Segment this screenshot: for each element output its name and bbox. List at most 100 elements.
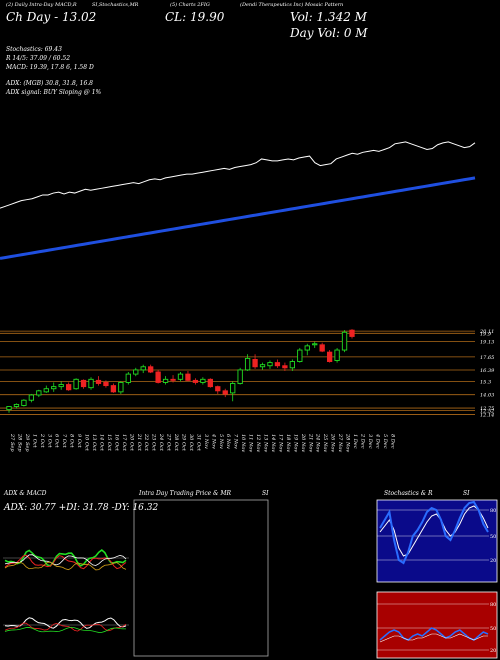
date-tick-label: 17 Oct [121,434,127,452]
adx-yellow-line [4,561,127,571]
si-text: R 14/5: 37.09 / 60.52 [6,55,71,62]
date-tick-label: 29 Sep [24,433,30,452]
date-tick-label: 23 Oct [151,433,157,452]
stoch-k-line [379,500,489,565]
candle-body [43,388,49,393]
minus-di-line [4,554,127,570]
price-level-label: 17.65 [480,355,494,361]
date-tick-label: 6 Nov [225,434,231,449]
candle-body [244,357,251,371]
candle-body [66,384,72,391]
candle-body [110,385,117,393]
date-tick-label: 20 Nov [300,433,306,452]
candle-body [215,386,221,392]
candle-body [88,378,94,389]
intraday-panel-bg [133,499,269,657]
date-tick-label: 22 Oct [143,433,149,452]
date-tick-label: 16 Oct [113,434,119,452]
date-tick-label: 27 Nov [337,433,343,452]
candle-body [267,362,273,367]
candle-body [118,382,124,393]
date-tick-label: 4 Dec [374,433,380,449]
price-level-label: 19.13 [480,339,494,345]
date-tick-label: 17 Nov [277,434,283,452]
adx-values-text: ADX: 30.77 +DI: 31.78 -DY: 16.32 [4,503,159,513]
candle-body [133,369,139,375]
macd-hist-line [4,626,127,633]
candle-body [177,373,184,380]
price-level-label: 12.75 [480,406,494,412]
date-tick-label: 27 Oct [166,433,172,452]
adx-panel-title: ADX & MACD [4,490,47,497]
date-tick-label: 24 Oct [158,433,164,452]
candle-body [230,383,236,394]
date-tick-label: 4 Nov [210,433,216,449]
date-tick-label: 2 Dec [359,433,365,449]
header-small-mid2: (5) Charts 2FIG [170,2,210,8]
candle-body [36,390,42,396]
candle-body [282,365,288,369]
date-tick-label: 1 Oct [31,434,37,449]
date-tick-label: 28 Nov [345,433,351,452]
plus-di-line [4,549,127,567]
header-small-left: (2) Daily Intra-Day MACD,R [6,2,77,8]
price-level-label: 12.52 [480,408,494,414]
candle-body [319,344,325,352]
candle-body [312,343,318,346]
date-tick-label: 10 Oct [84,434,90,452]
date-tick-label: 31 Oct [195,434,201,452]
date-tick-label: 7 Nov [233,434,239,449]
candle-body [125,373,131,383]
date-tick-label: 21 Oct [136,433,142,452]
header-small-mid: SI,Stochastics,MR [92,2,139,8]
candle-body [162,378,169,383]
date-tick-label: 9 Oct [76,434,82,449]
date-tick-label: 25 Nov [322,433,328,452]
header-price: CL: 19.90 [165,10,225,24]
adx-signal-text: ADX signal: BUY Sloping @ 1% [6,89,102,96]
date-tick-label: 21 Nov [307,433,313,452]
date-tick-label: 5 Nov [218,434,224,449]
candle-body [334,349,340,361]
candle-body [95,379,102,384]
si-signal-line [379,633,488,643]
header-day-volume: Day Vol: 0 M [290,26,368,40]
date-tick-label: 18 Nov [285,434,291,452]
date-tick-label: 15 Oct [106,434,112,452]
date-tick-label: 11 Nov [248,434,254,452]
date-tick-label: 14 Oct [98,434,104,452]
date-tick-label: 14 Nov [270,434,276,452]
macd-signal-line [4,622,127,632]
date-tick-label: 12 Nov [255,434,261,452]
stoch-panel-si: SI [463,490,470,497]
candle-body [207,378,213,388]
price-line [0,141,476,209]
date-tick-label: 24 Nov [315,433,321,452]
candle-body [304,345,310,351]
date-tick-label: 3 Oct [46,434,52,449]
adx-panel-bg [3,500,129,582]
candle-body [341,331,348,351]
date-tick-label: 7 Oct [61,434,67,449]
price-level-label: 12.14 [480,412,494,418]
stochastics-text: Stochastics: 69.43 [6,46,62,53]
date-tick-label: 13 Oct [91,434,97,452]
intraday-panel-si: SI [262,490,269,497]
candle-body [326,351,333,362]
stoch-level-label: 50 [490,534,496,540]
stoch-panel-title: Stochastics & R [384,490,433,497]
date-tick-label: 1 Dec [352,434,358,449]
price-level-label: 15.3 [480,379,491,385]
price-level-label: 14.03 [480,393,494,399]
candle-body [73,378,79,390]
date-tick-label: 28 Sep [16,433,22,452]
adx-line [4,554,127,566]
header-symbol-line: (Dendi Therapeutics Inc) Mosaic Pattern [240,2,344,8]
si-level-label: 50 [490,626,496,632]
adx-text: ADX: (MGB) 30.8, 31.8, 16.8 [6,80,93,87]
price-level-label: 20.11 [479,329,494,335]
date-tick-label: 26 Nov [330,433,336,452]
header-open-line: Ch Day - 13.02 [6,10,97,24]
moving-average-line [0,176,476,260]
candle-body [274,362,281,367]
